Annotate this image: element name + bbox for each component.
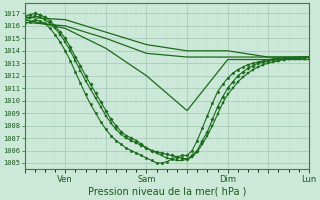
X-axis label: Pression niveau de la mer( hPa ): Pression niveau de la mer( hPa ): [88, 187, 246, 197]
